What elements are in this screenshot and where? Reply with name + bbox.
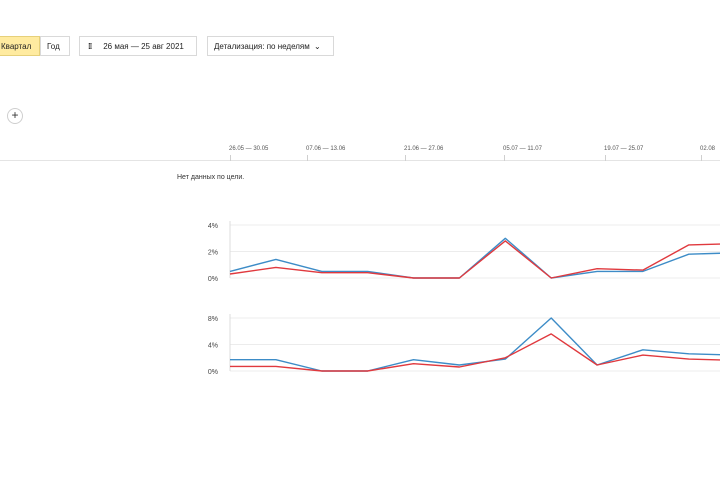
y-tick-label: 2%	[208, 250, 218, 257]
y-tick-label: 0%	[208, 369, 218, 376]
series-line	[230, 333, 720, 372]
timeline-tick-label: 26.05 — 30.05	[229, 146, 269, 152]
y-tick-label: 0%	[208, 276, 218, 283]
series-line	[229, 237, 720, 279]
date-range-button[interactable]: ⁞⁞ 26 мая — 25 авг 2021	[79, 36, 197, 56]
detail-label: Детализация: по неделям	[214, 42, 310, 51]
chevron-down-icon: ⌄	[314, 42, 321, 51]
timeline-divider	[0, 160, 720, 161]
y-tick-label: 4%	[208, 343, 218, 350]
timeline-tick-label: 19.07 — 25.07	[604, 146, 644, 152]
timeline-tick	[307, 155, 308, 161]
y-tick-label: 4%	[208, 223, 218, 230]
calendar-icon: ⁞⁞	[88, 42, 92, 51]
add-button[interactable]: +	[7, 108, 23, 124]
timeline-tick	[405, 155, 406, 161]
timeline-tick-label: 21.06 — 27.06	[404, 146, 444, 152]
period-quarter-button[interactable]: Квартал	[0, 36, 40, 56]
timeline-tick-label: 05.07 — 11.07	[503, 146, 542, 152]
date-range-label: 26 мая — 25 авг 2021	[103, 42, 184, 51]
series-line	[229, 240, 720, 279]
timeline-tick	[504, 155, 505, 161]
goal-message: Нет данных по цели.	[177, 174, 245, 181]
timeline-tick	[605, 155, 606, 161]
detail-dropdown[interactable]: Детализация: по неделям ⌄	[207, 36, 334, 56]
timeline-tick-label: 02.08	[700, 146, 716, 152]
timeline-tick-label: 07.06 — 13.06	[306, 146, 346, 152]
period-year-button[interactable]: Год	[40, 36, 70, 56]
timeline-tick	[701, 155, 702, 161]
timeline-tick	[230, 155, 231, 161]
y-tick-label: 8%	[208, 316, 218, 323]
